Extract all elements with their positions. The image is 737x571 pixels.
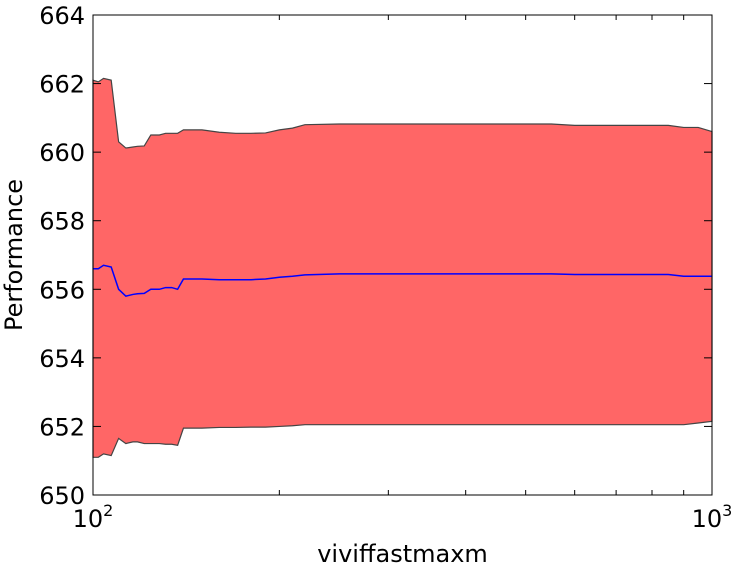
y-tick-label: 658 — [39, 208, 85, 236]
x-tick-label: 103 — [692, 501, 733, 533]
y-axis-label: Performance — [0, 179, 28, 331]
plot-frame — [92, 14, 713, 496]
y-tick-label: 650 — [39, 482, 85, 510]
y-tick-label: 662 — [39, 71, 85, 99]
std-band — [92, 77, 713, 458]
y-tick-label: 656 — [39, 276, 85, 304]
y-tick-label: 660 — [39, 139, 85, 167]
x-axis-label: viviffastmaxm — [317, 540, 488, 568]
plot-area — [92, 77, 713, 458]
ticks: 650 652 654 656 658 660 662 664 102 103 — [39, 2, 732, 533]
mean-line — [93, 264, 712, 297]
y-tick-label: 664 — [39, 2, 85, 30]
x-tick-label: 102 — [73, 501, 114, 533]
y-tick-label: 652 — [39, 413, 85, 441]
y-tick-label: 654 — [39, 345, 85, 373]
